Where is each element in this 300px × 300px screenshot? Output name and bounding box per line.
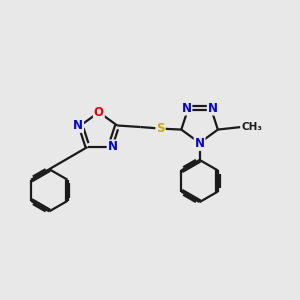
Text: N: N: [73, 119, 83, 132]
Text: O: O: [94, 106, 104, 119]
Text: CH₃: CH₃: [242, 122, 263, 132]
Text: N: N: [208, 102, 218, 115]
Text: N: N: [108, 140, 118, 153]
Text: N: N: [182, 102, 191, 115]
Text: S: S: [156, 122, 165, 135]
Text: N: N: [195, 137, 205, 150]
